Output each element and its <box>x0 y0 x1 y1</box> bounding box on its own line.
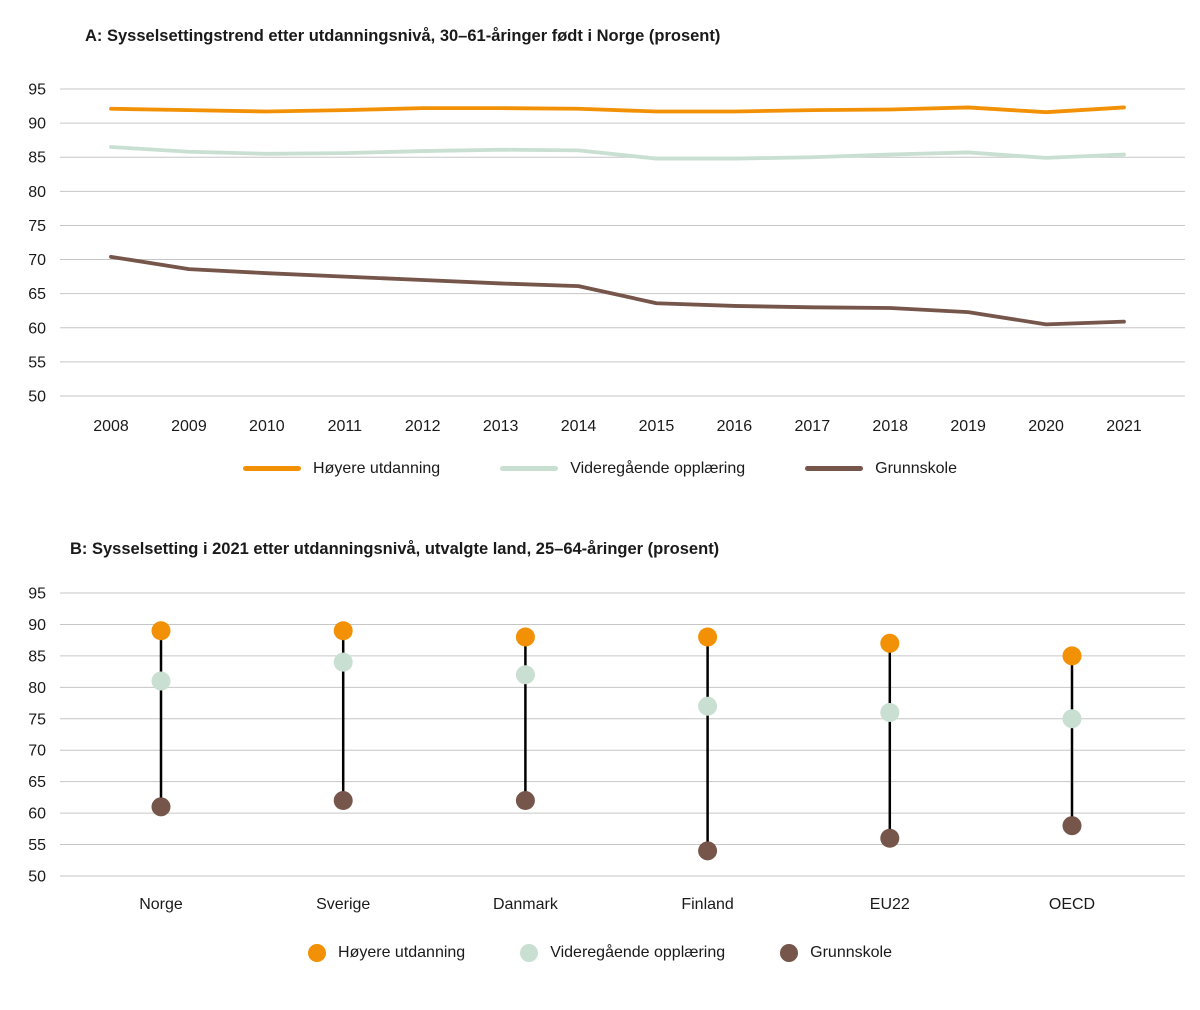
y-tick-label: 85 <box>28 648 46 665</box>
x-tick-label: 2015 <box>639 418 675 435</box>
x-tick-label: 2008 <box>93 418 129 435</box>
y-tick-label: 50 <box>28 388 46 405</box>
y-tick-label: 55 <box>28 354 46 371</box>
x-tick-label: 2010 <box>249 418 285 435</box>
x-tick-label: 2013 <box>483 418 519 435</box>
y-tick-label: 70 <box>28 252 46 269</box>
x-tick-label: 2017 <box>795 418 831 435</box>
dot-videregaende <box>1062 708 1082 728</box>
legend-label: Høyere utdanning <box>313 459 441 477</box>
y-tick-label: 60 <box>28 805 46 822</box>
panel-a-title: A: Sysselsettingstrend etter utdanningsn… <box>85 27 721 45</box>
y-tick-label: 65 <box>28 286 46 303</box>
x-tick-label: 2020 <box>1028 418 1064 435</box>
x-tick-label: 2019 <box>950 418 986 435</box>
panel-b-legend: Høyere utdanning Videregående opplæring … <box>0 938 1200 968</box>
dot-hoyere <box>880 633 900 653</box>
legend-label: Videregående opplæring <box>570 459 746 477</box>
legend-item-grunnskole: Grunnskole <box>805 460 957 478</box>
legend-line-swatch-hoyere <box>243 466 302 472</box>
legend-item-videregaende: Videregående opplæring <box>500 460 745 478</box>
legend-dot-swatch-hoyere <box>308 943 327 962</box>
dot-hoyere <box>515 627 535 647</box>
series-line-grunnskole <box>109 254 1126 327</box>
panel-a: A: Sysselsettingstrend etter utdanningsn… <box>0 0 1200 484</box>
y-tick-label: 80 <box>28 679 46 696</box>
dot-videregaende <box>698 696 718 716</box>
legend-item-videregaende: Videregående opplæring <box>520 943 726 962</box>
x-tick-label: 2016 <box>717 418 753 435</box>
y-tick-label: 95 <box>28 585 46 602</box>
y-tick-label: 65 <box>28 774 46 791</box>
panel-a-legend: Høyere utdanning Videregående opplæring … <box>0 454 1200 484</box>
legend-line-swatch-grunnskole <box>805 466 864 472</box>
y-tick-label: 90 <box>28 115 46 132</box>
dot-hoyere <box>1062 645 1082 665</box>
x-tick-label: 2012 <box>405 418 441 435</box>
y-tick-label: 95 <box>28 81 46 98</box>
dot-grunnskole <box>1062 815 1082 835</box>
legend-line-swatch-videregaende <box>500 466 559 472</box>
dot-grunnskole <box>880 828 900 848</box>
y-tick-label: 70 <box>28 742 46 759</box>
y-tick-label: 75 <box>28 711 46 728</box>
dot-hoyere <box>151 620 171 640</box>
y-tick-label: 85 <box>28 150 46 167</box>
panel-b-title: B: Sysselsetting i 2021 etter utdannings… <box>70 539 720 558</box>
x-tick-label: 2021 <box>1106 418 1142 435</box>
legend-item-grunnskole: Grunnskole <box>780 943 892 962</box>
x-tick-label: EU22 <box>870 896 910 913</box>
x-tick-label: Danmark <box>493 896 559 913</box>
x-tick-label: OECD <box>1049 896 1095 913</box>
panel-b-plot: 95 90 85 80 75 70 65 60 55 50 Norge Sverige Danmark F… <box>28 585 1185 913</box>
x-tick-label: Sverige <box>316 896 370 913</box>
y-tick-label: 50 <box>28 868 46 885</box>
legend-item-hoyere: Høyere utdanning <box>308 943 466 962</box>
dot-videregaende <box>880 702 900 722</box>
x-tick-label: Finland <box>681 896 733 913</box>
x-tick-label: 2011 <box>328 418 363 435</box>
x-tick-label: 2018 <box>872 418 908 435</box>
panel-b: B: Sysselsetting i 2021 etter utdannings… <box>0 484 1200 968</box>
dot-grunnskole <box>333 790 353 810</box>
x-tick-label: 2009 <box>171 418 207 435</box>
panel-a-plot: 95 90 85 80 75 70 65 60 55 50 2008 2009 2010 2011 2012… <box>28 81 1185 435</box>
legend-item-hoyere: Høyere utdanning <box>243 460 440 478</box>
x-tick-label: Norge <box>139 896 183 913</box>
legend-label: Høyere utdanning <box>338 943 466 961</box>
dot-videregaende <box>515 664 535 684</box>
y-tick-label: 55 <box>28 837 46 854</box>
legend-dot-swatch-videregaende <box>520 943 539 962</box>
dot-hoyere <box>333 620 353 640</box>
dot-videregaende <box>151 671 171 691</box>
dot-grunnskole <box>151 796 171 816</box>
legend-dot-swatch-grunnskole <box>780 943 799 962</box>
dot-videregaende <box>333 652 353 672</box>
x-tick-label: 2014 <box>561 418 597 435</box>
dot-grunnskole <box>698 840 718 860</box>
legend-label: Grunnskole <box>875 459 957 477</box>
dot-hoyere <box>698 627 718 647</box>
dot-grunnskole <box>515 790 535 810</box>
legend-label: Grunnskole <box>810 943 892 961</box>
y-tick-label: 75 <box>28 218 46 235</box>
y-tick-label: 60 <box>28 320 46 337</box>
legend-label: Videregående opplæring <box>550 943 726 961</box>
y-tick-label: 80 <box>28 184 46 201</box>
series-line-hoyere <box>109 105 1126 114</box>
y-tick-label: 90 <box>28 617 46 634</box>
series-line-videregaende <box>109 144 1126 161</box>
